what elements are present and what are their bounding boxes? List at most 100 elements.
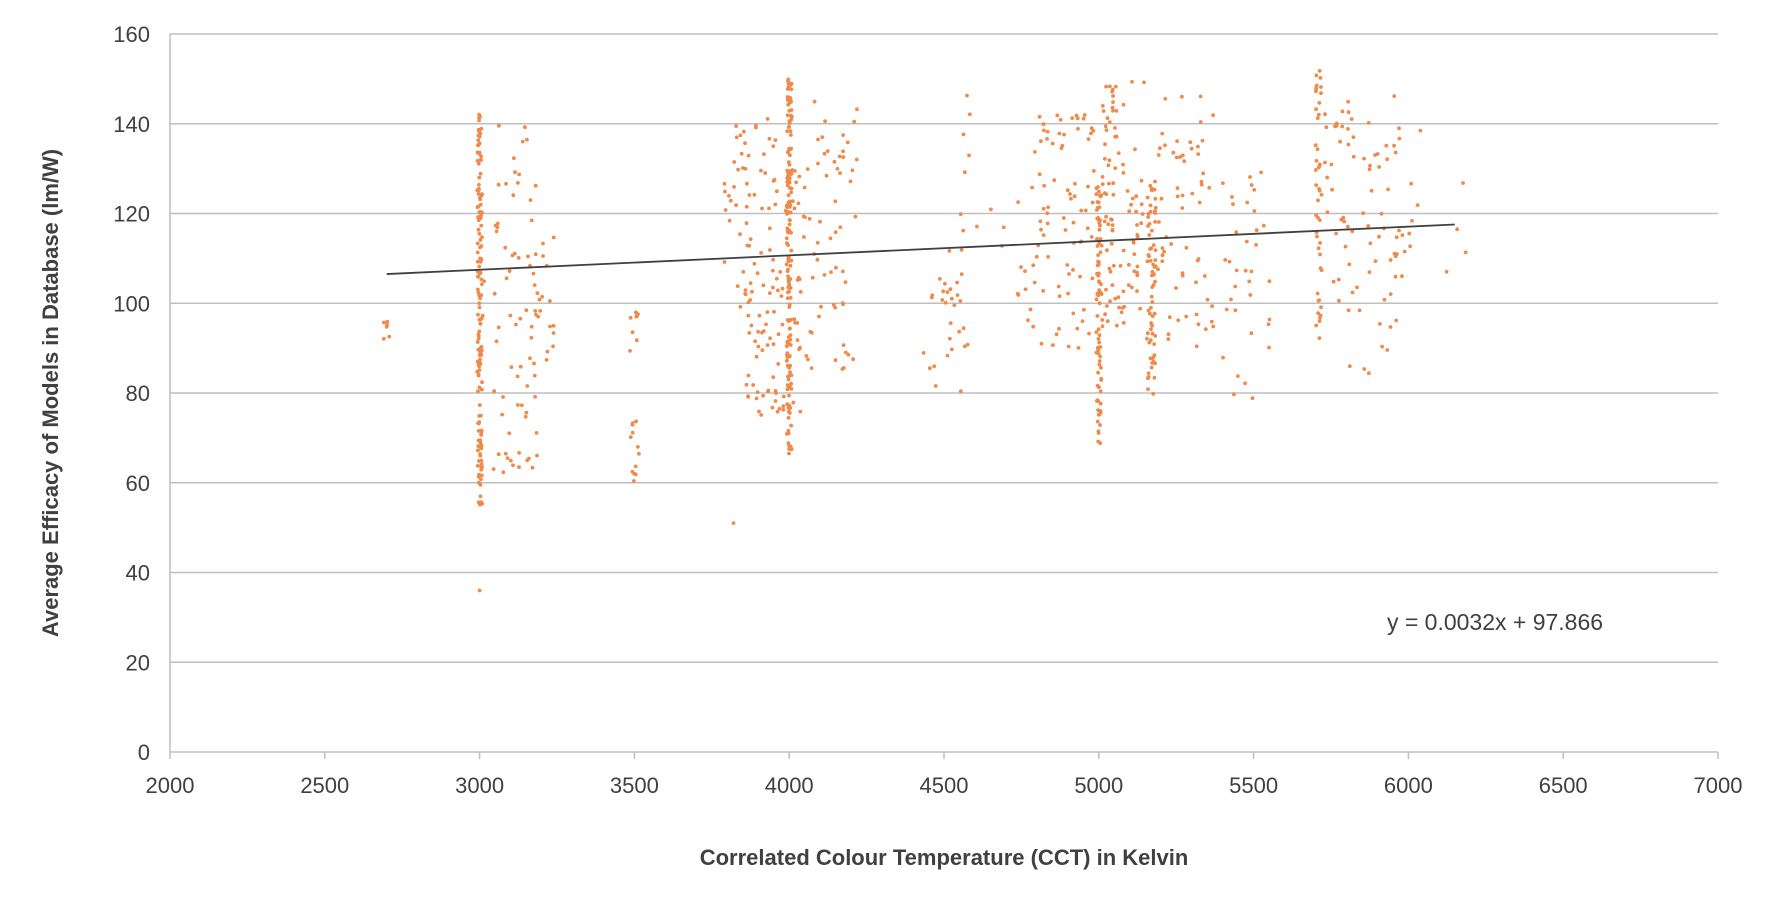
data-point: [1314, 83, 1319, 88]
data-point: [1148, 311, 1152, 316]
data-point: [1250, 396, 1255, 401]
y-tick-label: 40: [126, 561, 150, 586]
data-point: [780, 322, 785, 327]
data-point: [1150, 300, 1155, 304]
data-point: [787, 222, 792, 227]
data-point: [1102, 219, 1107, 224]
data-point: [1244, 239, 1249, 244]
data-point: [1108, 299, 1112, 304]
data-point: [796, 201, 801, 206]
data-point: [723, 189, 727, 194]
data-point: [1132, 252, 1137, 257]
data-point: [786, 160, 791, 165]
data-point: [1221, 355, 1225, 360]
data-point: [955, 280, 959, 285]
data-point: [1325, 210, 1330, 215]
data-point: [1146, 215, 1151, 219]
data-point: [1149, 294, 1154, 299]
data-point: [537, 297, 542, 302]
data-point: [921, 351, 926, 355]
data-point: [781, 407, 786, 412]
data-point: [1175, 194, 1180, 199]
data-point: [1384, 143, 1389, 148]
data-point: [838, 225, 843, 230]
data-point: [491, 467, 496, 471]
data-point: [1139, 202, 1144, 207]
data-point: [1223, 258, 1228, 262]
data-point: [1315, 291, 1320, 296]
data-point: [825, 149, 830, 154]
data-point: [1108, 84, 1112, 89]
data-point: [1317, 319, 1322, 323]
data-point: [1098, 354, 1103, 359]
data-point: [634, 338, 639, 343]
data-point: [833, 358, 838, 363]
data-point: [961, 228, 966, 233]
data-point: [1189, 146, 1194, 151]
data-point: [1400, 274, 1404, 279]
data-point: [1150, 228, 1154, 233]
data-point: [757, 409, 761, 414]
data-point: [1098, 194, 1103, 199]
data-point: [1105, 304, 1109, 308]
data-point: [815, 257, 820, 262]
data-point: [1081, 116, 1086, 121]
data-point: [1076, 346, 1081, 350]
data-point: [760, 330, 764, 335]
data-point: [1163, 143, 1167, 148]
data-point: [752, 261, 757, 266]
data-point: [759, 251, 763, 255]
y-tick-labels: 0 20 40 60 80 100 120 140 160: [113, 22, 150, 765]
data-point: [501, 470, 506, 475]
data-point: [1230, 195, 1234, 199]
data-point: [1116, 151, 1121, 156]
x-tick-label: 6500: [1539, 773, 1588, 798]
data-point: [784, 236, 789, 241]
data-point: [744, 382, 749, 387]
data-point: [768, 336, 772, 341]
data-point: [1041, 233, 1046, 238]
data-point: [840, 301, 845, 306]
data-point: [822, 151, 827, 156]
data-point: [1126, 283, 1131, 287]
data-point: [1248, 293, 1253, 297]
data-point: [1366, 121, 1371, 125]
data-point: [1100, 175, 1105, 179]
data-point: [514, 322, 518, 327]
data-point: [805, 167, 810, 172]
data-point: [479, 477, 483, 482]
data-point: [1160, 131, 1165, 136]
data-point: [1204, 327, 1208, 331]
data-point: [1150, 331, 1155, 336]
data-point: [1098, 237, 1103, 241]
data-point: [1362, 156, 1366, 161]
data-point: [751, 383, 756, 387]
data-point: [1090, 276, 1095, 281]
data-point: [828, 236, 833, 241]
data-point: [816, 137, 820, 142]
data-point: [1346, 142, 1351, 147]
data-point: [1167, 315, 1172, 320]
data-point: [1062, 132, 1066, 137]
data-point: [478, 171, 483, 176]
data-point: [1351, 154, 1356, 159]
data-point: [494, 339, 499, 344]
data-point: [478, 494, 483, 499]
data-point: [540, 294, 544, 299]
data-point: [1347, 262, 1352, 267]
data-point: [1097, 189, 1101, 194]
data-point: [1095, 237, 1099, 241]
data-point: [735, 284, 740, 288]
data-point: [789, 423, 793, 428]
data-point: [1319, 91, 1323, 96]
data-point: [1057, 294, 1062, 298]
data-point: [1090, 200, 1095, 205]
data-point: [833, 199, 838, 204]
data-point: [476, 290, 481, 295]
data-point: [1400, 233, 1405, 238]
data-point: [1147, 254, 1151, 259]
data-point: [1079, 208, 1084, 213]
data-point: [763, 171, 768, 175]
data-point: [544, 358, 549, 362]
data-point: [1194, 312, 1199, 317]
